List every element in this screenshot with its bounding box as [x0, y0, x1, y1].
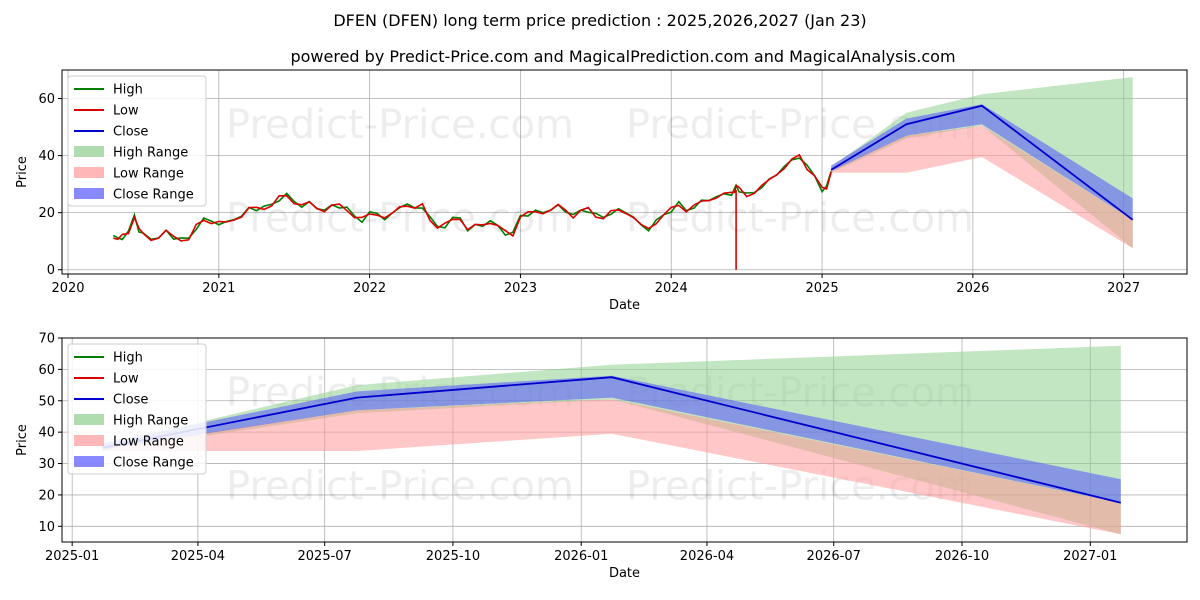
legend-label: Close Range — [113, 188, 194, 203]
legend-label: Close — [113, 393, 148, 408]
x-tick-label: 2023 — [504, 281, 537, 296]
y-tick-label: 70 — [38, 332, 55, 347]
legend-swatch-high_range — [74, 146, 104, 157]
legend-label: Close Range — [113, 456, 194, 471]
legend-swatch-high_range — [74, 414, 104, 425]
y-tick-label: 20 — [38, 488, 55, 503]
x-tick-label: 2020 — [51, 281, 84, 296]
watermark-text: Predict-Price.com — [226, 464, 574, 510]
legend-label: Low — [113, 104, 139, 119]
chart-subtitle: powered by Predict-Price.com and Magical… — [290, 47, 955, 66]
y-tick-label: 10 — [38, 520, 55, 535]
x-tick-label: 2024 — [655, 281, 688, 296]
y-tick-label: 40 — [38, 426, 55, 441]
legend-label: High Range — [113, 146, 188, 161]
x-tick-label: 2025-01 — [45, 549, 99, 564]
legend-label: High — [113, 83, 143, 98]
legend-swatch-low_range — [74, 167, 104, 178]
plot-area — [112, 77, 1134, 270]
close-range-band — [831, 104, 1133, 220]
y-tick-label: 50 — [38, 394, 55, 409]
legend-label: Low — [113, 372, 139, 387]
legend-label: High Range — [113, 414, 188, 429]
legend: High Low Close High Range Low Range Close Ran… — [67, 343, 207, 475]
x-axis-label: Date — [609, 298, 640, 313]
legend-swatch-close_range — [74, 188, 104, 199]
close-line — [102, 376, 1122, 504]
legend-label: Close — [113, 125, 148, 140]
y-tick-label: 30 — [38, 457, 55, 472]
forecast-zoom-panel: Predict-Price.comPredict-Price.comPredic… — [15, 332, 1188, 581]
long-term-panel: Predict-Price.com Predict-Price.com Predic… — [15, 69, 1188, 313]
y-tick-label: 40 — [38, 149, 55, 164]
x-tick-label: 2025-10 — [426, 549, 480, 564]
low-range-band — [102, 399, 1121, 535]
y-tick-label: 20 — [38, 206, 55, 221]
watermark-text: Predict-Price.com — [226, 102, 574, 148]
x-axis-label: Date — [609, 566, 640, 581]
x-tick-label: 2026-04 — [680, 549, 734, 564]
y-tick-label: 0 — [47, 263, 55, 278]
plot-area — [102, 345, 1122, 535]
x-tick-label: 2026-10 — [935, 549, 989, 564]
legend-label: Low Range — [113, 435, 184, 450]
watermark-text: Predict-Price.com — [226, 196, 574, 242]
x-tick-label: 2026-07 — [807, 549, 861, 564]
x-tick-label: 2026-01 — [554, 549, 608, 564]
x-tick-label: 2025-04 — [171, 549, 225, 564]
legend-swatch-low_range — [74, 435, 104, 446]
x-tick-label: 2026 — [956, 281, 989, 296]
y-tick-label: 60 — [38, 363, 55, 378]
y-axis-label: Price — [15, 424, 30, 456]
low-range-band — [831, 125, 1133, 249]
legend-label: High — [113, 351, 143, 366]
low-line — [113, 153, 832, 242]
y-axis-label: Price — [15, 156, 30, 188]
x-tick-label: 2027 — [1107, 281, 1140, 296]
x-tick-label: 2021 — [202, 281, 235, 296]
close-line — [830, 104, 1134, 221]
plot-frame — [61, 337, 1188, 543]
close-range-band — [102, 375, 1121, 503]
legend: High Low Close High Range Low Range Close Ran… — [67, 75, 207, 207]
chart-title: DFEN (DFEN) long term price prediction :… — [333, 11, 866, 30]
plot-frame — [61, 69, 1188, 275]
x-tick-label: 2022 — [353, 281, 386, 296]
legend-label: Low Range — [113, 167, 184, 182]
y-tick-label: 60 — [38, 92, 55, 107]
legend-swatch-close_range — [74, 456, 104, 467]
x-tick-label: 2025 — [806, 281, 839, 296]
x-tick-label: 2027-01 — [1063, 549, 1117, 564]
watermark-text: Predict-Price.com — [626, 196, 974, 242]
x-tick-label: 2025-07 — [298, 549, 352, 564]
